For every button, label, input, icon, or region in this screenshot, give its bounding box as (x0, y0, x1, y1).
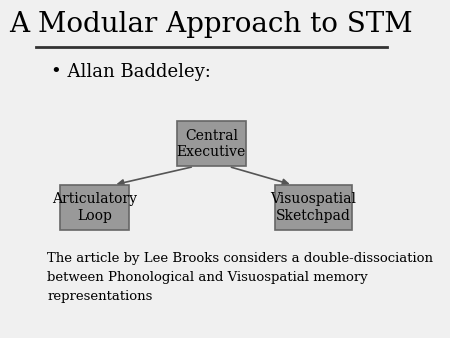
Text: Central
Executive: Central Executive (177, 129, 246, 159)
Text: Visuospatial
Sketchpad: Visuospatial Sketchpad (270, 192, 356, 223)
FancyBboxPatch shape (177, 121, 246, 167)
Text: The article by Lee Brooks considers a double-dissociation
between Phonological a: The article by Lee Brooks considers a do… (47, 252, 433, 304)
Text: • Allan Baddeley:: • Allan Baddeley: (51, 63, 211, 81)
Text: Articulatory
Loop: Articulatory Loop (52, 192, 137, 223)
FancyBboxPatch shape (275, 185, 352, 230)
FancyBboxPatch shape (60, 185, 129, 230)
Text: A Modular Approach to STM: A Modular Approach to STM (9, 11, 413, 38)
